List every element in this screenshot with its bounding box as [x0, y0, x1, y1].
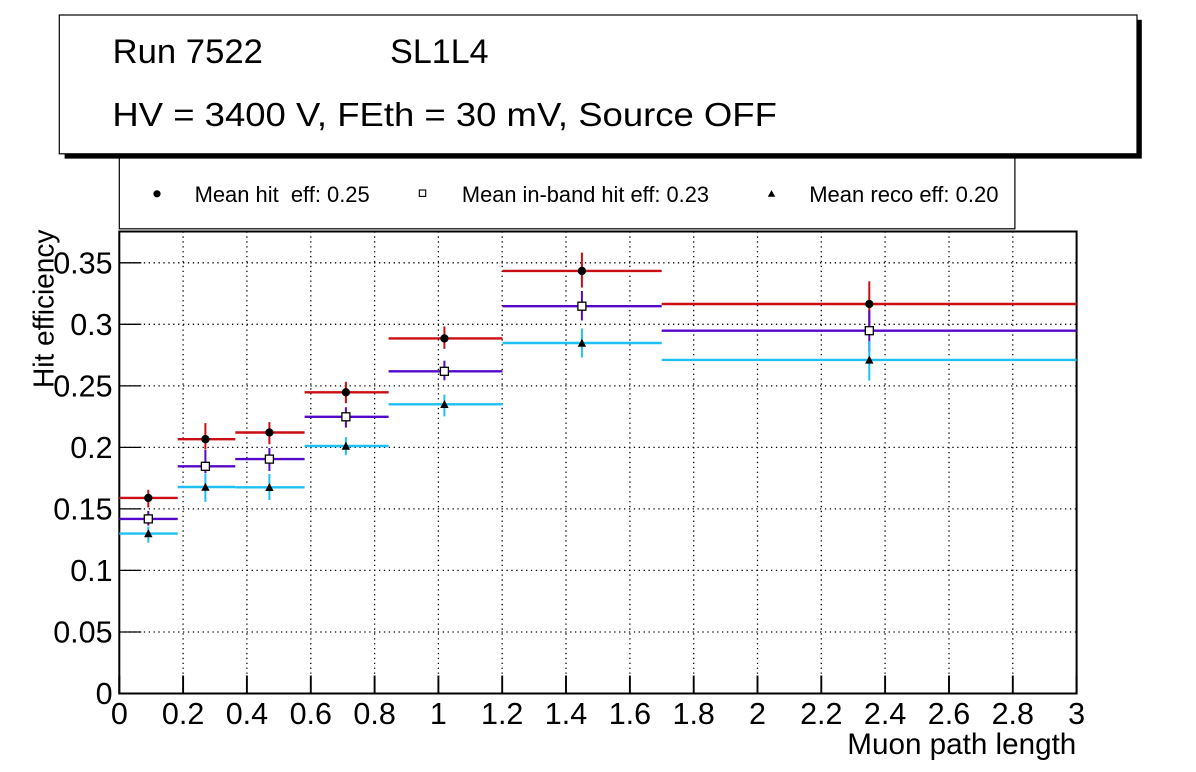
- svg-text:Run 7522: Run 7522: [113, 33, 263, 71]
- svg-text:2.6: 2.6: [928, 697, 970, 731]
- svg-text:0: 0: [96, 677, 113, 711]
- svg-text:1.2: 1.2: [481, 697, 523, 731]
- svg-text:Muon path length: Muon path length: [847, 728, 1076, 761]
- svg-text:2.8: 2.8: [992, 697, 1034, 731]
- svg-text:0.35: 0.35: [53, 247, 112, 281]
- svg-text:Mean in-band hit eff: 0.23: Mean in-band hit eff: 0.23: [462, 182, 709, 207]
- svg-text:SL1L4: SL1L4: [390, 33, 488, 71]
- svg-text:Mean hit eff: 0.25: Mean hit eff: 0.25: [195, 182, 370, 207]
- svg-text:0.3: 0.3: [70, 308, 112, 342]
- svg-text:2.4: 2.4: [864, 697, 906, 731]
- svg-text:0.8: 0.8: [353, 697, 395, 731]
- svg-text:0.6: 0.6: [290, 697, 332, 731]
- svg-text:2.2: 2.2: [800, 697, 842, 731]
- svg-text:0.4: 0.4: [226, 697, 268, 731]
- svg-text:0.15: 0.15: [53, 493, 112, 527]
- svg-text:1.8: 1.8: [672, 697, 714, 731]
- svg-text:3: 3: [1068, 697, 1085, 731]
- svg-text:2: 2: [749, 697, 766, 731]
- svg-text:0.1: 0.1: [70, 554, 112, 588]
- svg-text:0.2: 0.2: [70, 431, 112, 465]
- svg-text:1.4: 1.4: [545, 697, 587, 731]
- svg-text:0.05: 0.05: [53, 616, 112, 650]
- svg-text:Mean reco eff: 0.20: Mean reco eff: 0.20: [809, 182, 998, 207]
- svg-text:1: 1: [430, 697, 447, 731]
- svg-text:0.25: 0.25: [53, 370, 112, 404]
- svg-text:HV = 3400 V, FEth = 30 mV, Sou: HV = 3400 V, FEth = 30 mV, Source OFF: [112, 97, 777, 134]
- svg-text:Hit efficiency: Hit efficiency: [28, 229, 60, 388]
- svg-text:0: 0: [111, 697, 128, 731]
- svg-text:0.2: 0.2: [162, 697, 204, 731]
- svg-text:1.6: 1.6: [609, 697, 651, 731]
